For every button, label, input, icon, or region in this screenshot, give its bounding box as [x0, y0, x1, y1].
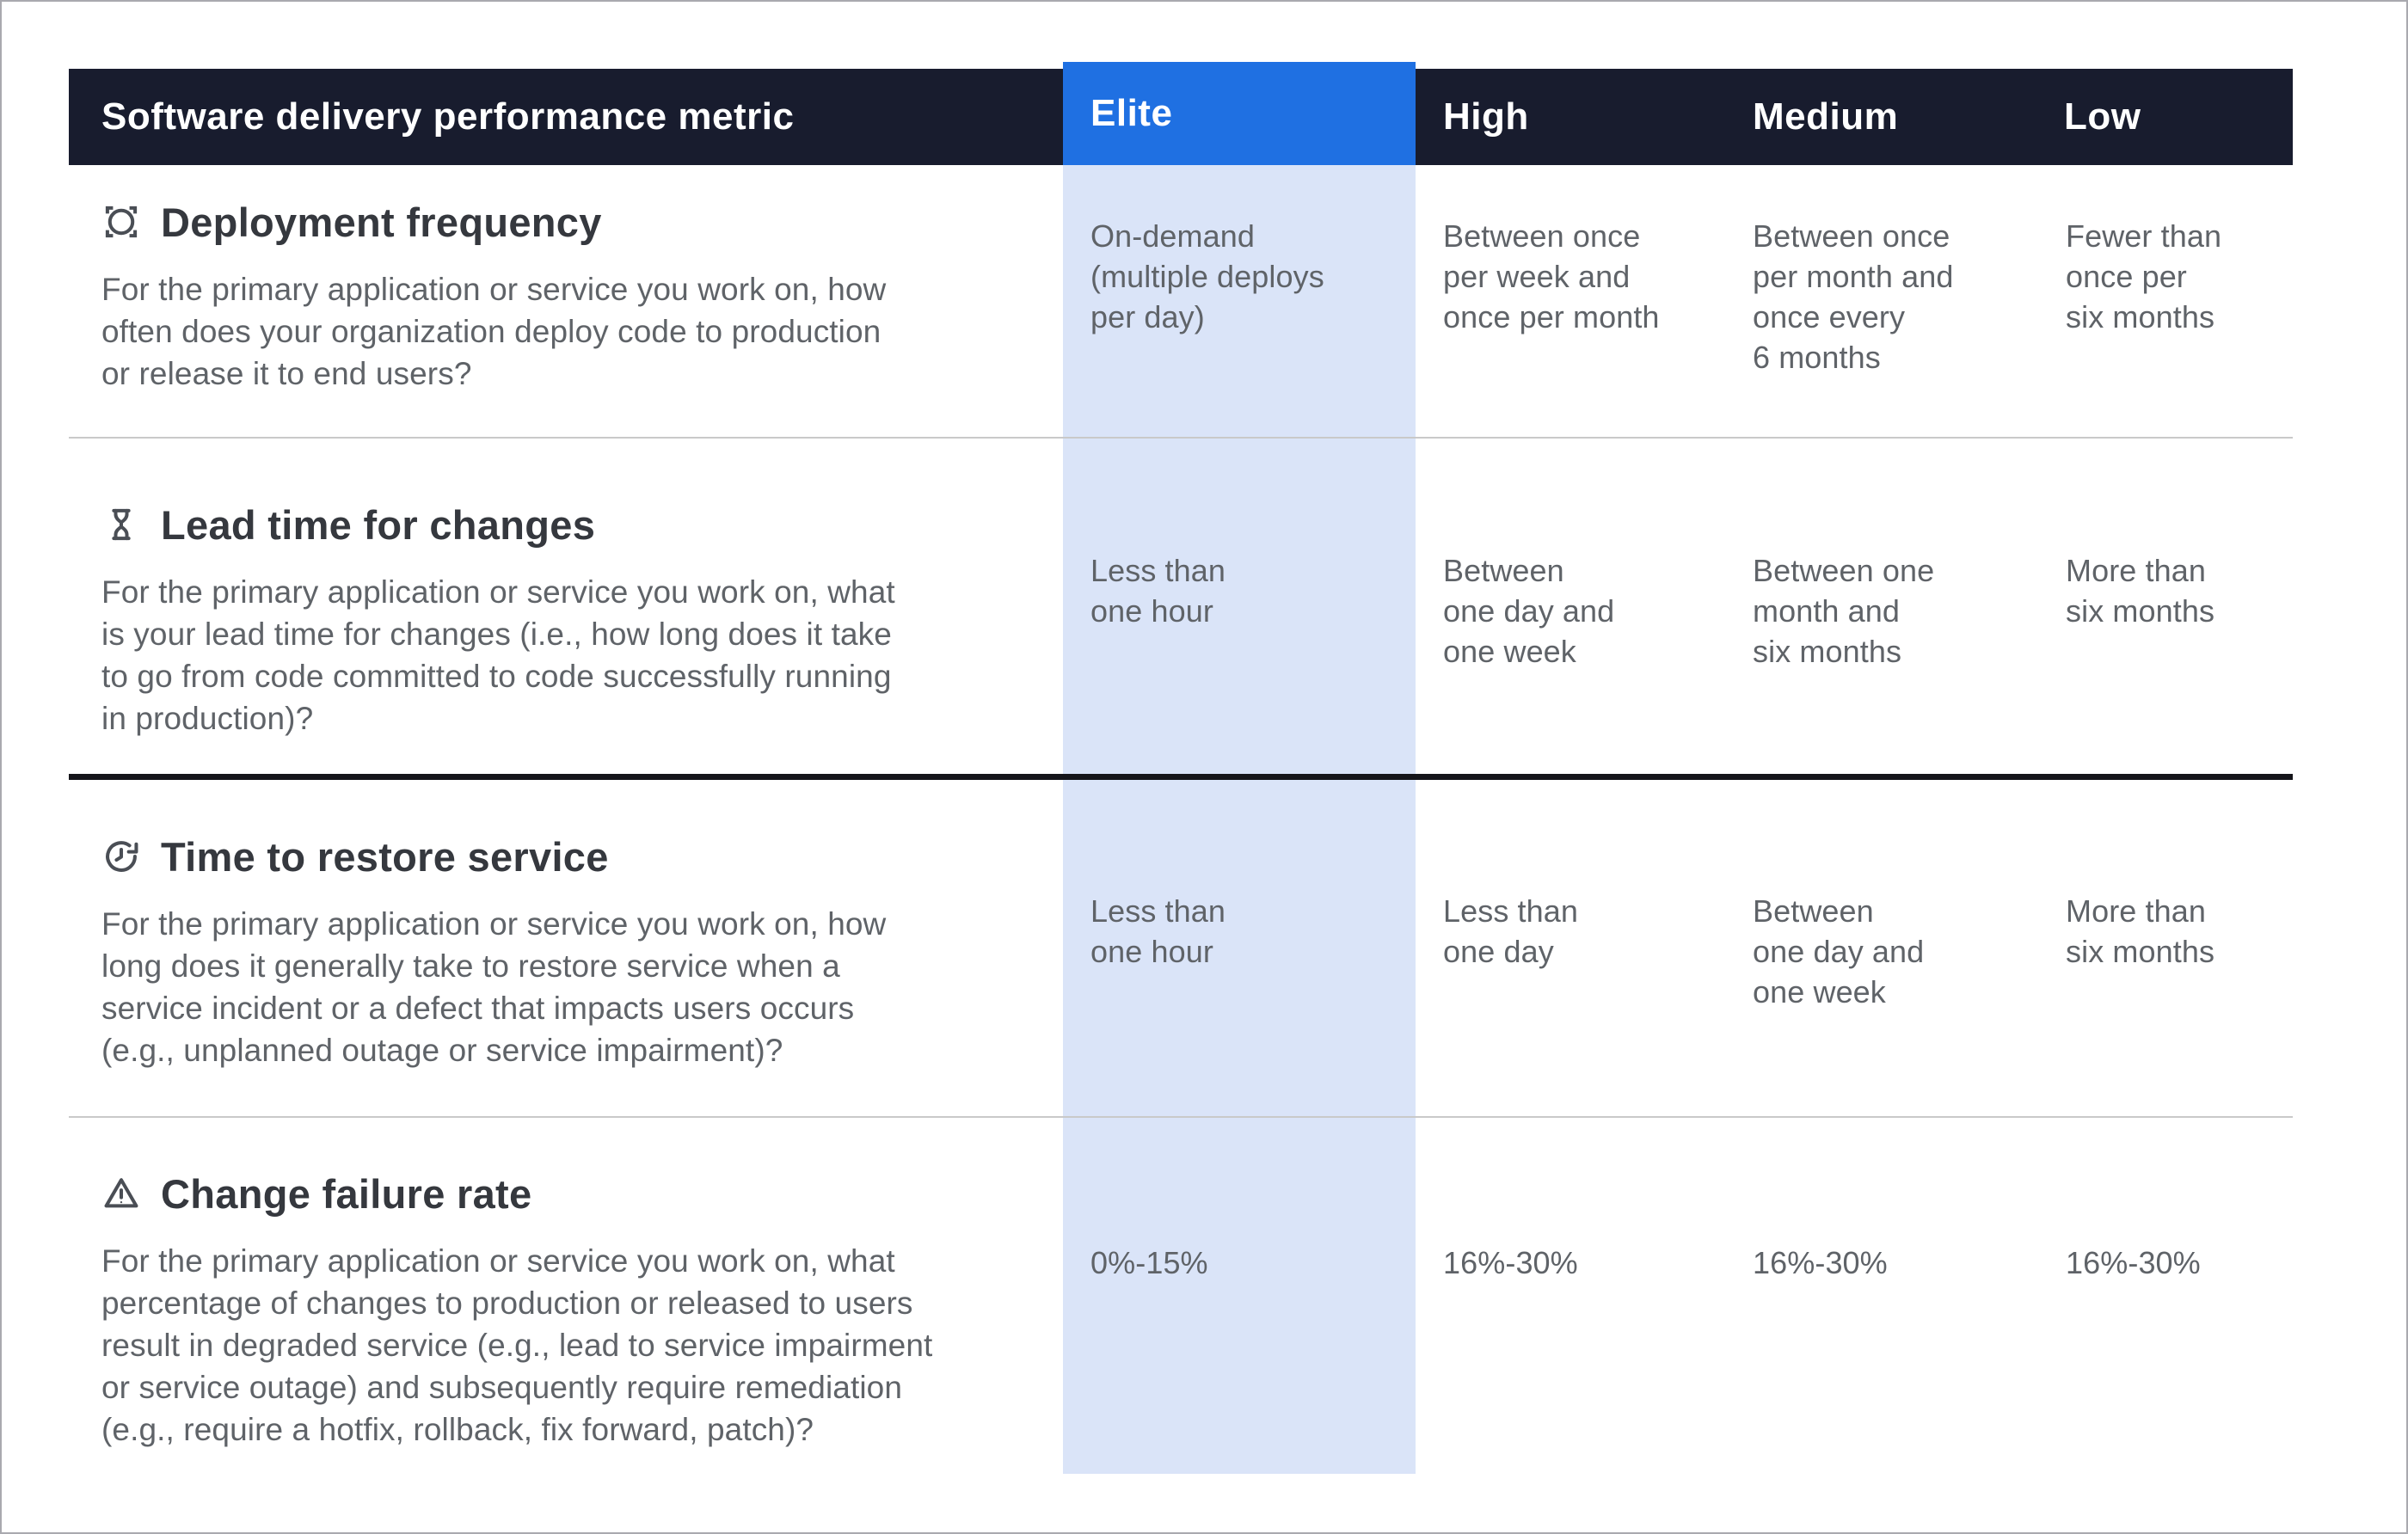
- value-elite: 0%-15%: [1090, 1245, 1208, 1280]
- metric-cell: Change failure rate For the primary appl…: [101, 1118, 1060, 1451]
- value-medium: 16%-30%: [1753, 1245, 1888, 1280]
- metric-heading: Deployment frequency: [101, 198, 1060, 246]
- header-high: High: [1443, 95, 1529, 138]
- metric-heading: Lead time for changes: [101, 500, 1060, 549]
- metric-title: Deployment frequency: [161, 199, 602, 245]
- metric-heading: Change failure rate: [101, 1169, 1060, 1218]
- table-header: Software delivery performance metric Eli…: [69, 62, 2293, 165]
- metric-description: For the primary application or service y…: [101, 906, 887, 1068]
- metric-cell: Lead time for changes For the primary ap…: [101, 439, 1060, 739]
- restore-clock-icon: [101, 837, 141, 876]
- value-low: Fewer than once per six months: [2066, 218, 2222, 334]
- table-row: Lead time for changes For the primary ap…: [69, 439, 2293, 774]
- metric-title: Lead time for changes: [161, 501, 596, 548]
- metric-description: For the primary application or service y…: [101, 1243, 933, 1447]
- header-metric-label: Software delivery performance metric: [101, 95, 795, 138]
- value-low: 16%-30%: [2066, 1245, 2201, 1280]
- header-elite-label: Elite: [1090, 92, 1173, 134]
- value-high: Between one day and one week: [1443, 553, 1615, 669]
- value-high: 16%-30%: [1443, 1245, 1578, 1280]
- row-divider: [69, 437, 2293, 439]
- value-low: More than six months: [2066, 553, 2215, 629]
- value-high: Less than one day: [1443, 893, 1579, 969]
- value-elite: Less than one hour: [1090, 553, 1226, 629]
- value-high: Between once per week and once per month: [1443, 218, 1660, 334]
- metric-cell: Time to restore service For the primary …: [101, 780, 1060, 1071]
- value-medium: Between one month and six months: [1753, 553, 1935, 669]
- software-delivery-performance-table: Software delivery performance metric Eli…: [69, 62, 2293, 1474]
- row-divider-thick: [69, 774, 2293, 780]
- table-row: Change failure rate For the primary appl…: [69, 1118, 2293, 1474]
- metric-cell: Deployment frequency For the primary app…: [101, 165, 1060, 395]
- value-medium: Between one day and one week: [1753, 893, 1925, 1009]
- metric-heading: Time to restore service: [101, 832, 1060, 881]
- metric-title: Time to restore service: [161, 833, 609, 880]
- elite-column-highlight: [1063, 165, 1416, 1474]
- table-row: Time to restore service For the primary …: [69, 780, 2293, 1116]
- value-medium: Between once per month and once every 6 …: [1753, 218, 1954, 375]
- header-elite: Elite: [1063, 62, 1416, 165]
- hourglass-icon: [101, 505, 141, 544]
- value-low: More than six months: [2066, 893, 2215, 969]
- metric-description: For the primary application or service y…: [101, 272, 887, 391]
- warning-triangle-icon: [101, 1174, 141, 1213]
- row-divider: [69, 1116, 2293, 1118]
- header-low: Low: [2064, 95, 2141, 138]
- header-medium: Medium: [1753, 95, 1899, 138]
- value-elite: Less than one hour: [1090, 893, 1226, 969]
- table-row: Deployment frequency For the primary app…: [69, 165, 2293, 437]
- value-elite: On-demand (multiple deploys per day): [1090, 218, 1324, 334]
- metric-title: Change failure rate: [161, 1170, 532, 1217]
- metric-description: For the primary application or service y…: [101, 574, 895, 736]
- deployment-frequency-icon: [101, 202, 141, 242]
